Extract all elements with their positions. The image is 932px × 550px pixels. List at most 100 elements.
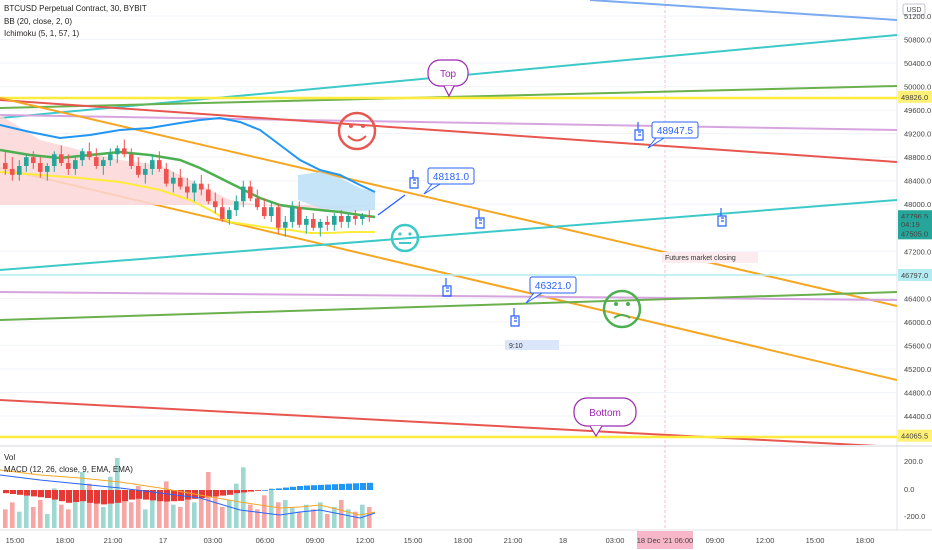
- price-tick-label: 48800.0: [904, 153, 931, 162]
- candle-body: [213, 201, 218, 207]
- macd-hist-bar: [360, 483, 366, 490]
- macd-hist-bar: [311, 485, 317, 490]
- macd-hist-bar: [290, 487, 296, 490]
- volume-bar: [367, 507, 372, 528]
- candle-body: [10, 169, 15, 175]
- candle-body: [241, 187, 246, 202]
- macd-hist-bar: [199, 490, 205, 498]
- candle-body: [101, 160, 106, 166]
- volume-bar: [304, 505, 309, 528]
- candle-body: [206, 190, 211, 202]
- macd-hist-bar: [234, 490, 240, 493]
- candle-body: [143, 169, 148, 175]
- candle-body: [185, 187, 190, 193]
- volume-bar: [59, 505, 64, 528]
- candle-body: [269, 207, 274, 216]
- volume-bar: [290, 507, 295, 528]
- macd-hist-bar: [283, 488, 289, 490]
- time-tick-label: 18:00: [454, 536, 473, 545]
- candle-body: [3, 163, 8, 169]
- price-tick-label: 46000.0: [904, 318, 931, 327]
- volume-bar: [199, 498, 204, 528]
- time-tick-label: 15:00: [404, 536, 423, 545]
- macd-hist-bar: [227, 490, 233, 495]
- macd-hist-bar: [80, 490, 86, 501]
- time-tick-label: 17: [159, 536, 167, 545]
- candle-body: [115, 148, 120, 154]
- macd-hist-bar: [3, 490, 9, 493]
- time-tick-label: 06:00: [256, 536, 275, 545]
- candle-body: [66, 163, 71, 169]
- candle-body: [45, 166, 50, 172]
- macd-hist-bar: [220, 490, 226, 496]
- futures-closing-note: Futures market closing: [665, 255, 736, 262]
- price-tick-label: 49200.0: [904, 130, 931, 139]
- time-tick-label: 15:00: [6, 536, 25, 545]
- price-tick-label: 44400.0: [904, 412, 931, 421]
- candle-body: [339, 216, 344, 222]
- candle-body: [136, 166, 141, 175]
- volume-bar: [269, 488, 274, 528]
- macd-hist-bar: [171, 490, 177, 501]
- macd-tick: 0.0: [904, 485, 914, 494]
- time-tick-label: 03:00: [204, 536, 223, 545]
- macd-hist-bar: [367, 483, 373, 490]
- volume-bar: [143, 509, 148, 528]
- price-badge-text: 47505.0: [901, 229, 928, 238]
- macd-tick: 200.0: [904, 457, 923, 466]
- volume-bar: [318, 502, 323, 528]
- ichimoku-indicator-label[interactable]: Ichimoku (5, 1, 57, 1): [4, 29, 79, 38]
- macd-hist-bar: [129, 490, 135, 500]
- candle-body: [52, 154, 57, 166]
- volume-bar: [157, 500, 162, 528]
- volume-bar: [311, 509, 316, 528]
- macd-hist-bar: [213, 490, 219, 496]
- macd-hist-bar: [59, 490, 65, 501]
- price-tick-label: 51200.0: [904, 12, 931, 21]
- candle-body: [73, 160, 78, 169]
- macd-hist-bar: [115, 490, 121, 503]
- volume-label[interactable]: Vol: [4, 453, 15, 462]
- candle-body: [87, 151, 92, 157]
- volume-bar: [262, 495, 267, 528]
- volume-bar: [178, 507, 183, 528]
- candle-body: [94, 157, 99, 166]
- candle-body: [80, 151, 85, 160]
- time-tick-label: 12:00: [756, 536, 775, 545]
- candle-body: [262, 207, 267, 216]
- time-tick-label: 21:00: [104, 536, 123, 545]
- price-tick-label: 47200.0: [904, 247, 931, 256]
- bottom-label: Bottom: [589, 408, 621, 419]
- time-tick-label: 18:00: [56, 536, 75, 545]
- callout-text: 48181.0: [433, 172, 470, 183]
- candle-body: [234, 201, 239, 210]
- candle-body: [220, 207, 225, 219]
- volume-bar: [248, 505, 253, 528]
- volume-bar: [17, 512, 22, 528]
- macd-hist-bar: [248, 490, 254, 492]
- macd-hist-bar: [38, 490, 44, 497]
- candle-body: [248, 187, 253, 199]
- macd-label[interactable]: MACD (12, 26, close, 9, EMA, EMA): [4, 465, 133, 474]
- macd-hist-bar: [276, 488, 282, 490]
- macd-hist-bar: [108, 490, 114, 504]
- candle-body: [17, 166, 22, 175]
- candle-body: [227, 210, 232, 219]
- volume-bar: [241, 467, 246, 528]
- volume-bar: [45, 514, 50, 528]
- volume-bar: [171, 505, 176, 528]
- candle-body: [346, 216, 351, 222]
- volume-bar: [297, 512, 302, 528]
- candle-body: [164, 169, 169, 184]
- price-tick-label: 50400.0: [904, 59, 931, 68]
- macd-hist-bar: [255, 490, 261, 491]
- macd-hist-bar: [164, 490, 170, 502]
- macd-hist-bar: [87, 490, 93, 503]
- volume-bar: [192, 502, 197, 528]
- macd-hist-bar: [122, 490, 128, 501]
- macd-hist-bar: [52, 490, 58, 500]
- price-tick-label: 48000.0: [904, 200, 931, 209]
- macd-hist-bar: [262, 490, 268, 491]
- bb-indicator-label[interactable]: BB (20, close, 2, 0): [4, 17, 72, 26]
